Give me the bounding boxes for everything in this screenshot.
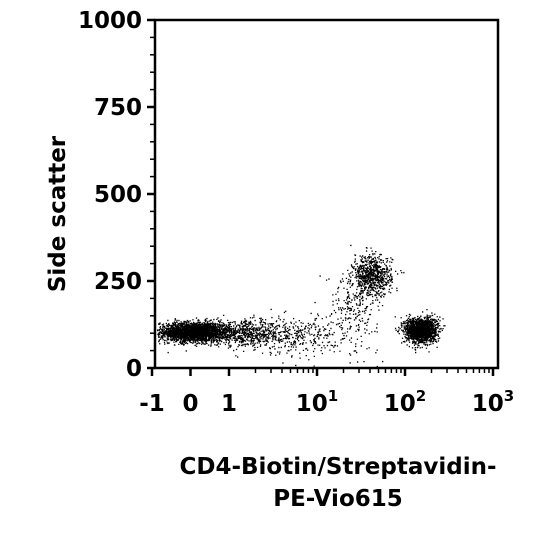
y-tick-label: 1000 (78, 8, 142, 34)
data-points (157, 244, 446, 368)
y-tick-label: 750 (94, 95, 142, 121)
x-axis-title-line1: CD4-Biotin/Streptavidin- (179, 454, 496, 480)
x-axis-title-line2: PE-Vio615 (273, 486, 403, 512)
x-tick-label: 103 (472, 387, 514, 417)
x-tick-label: 0 (182, 391, 198, 417)
y-tick-label: 0 (126, 356, 142, 382)
plot-frame (153, 18, 500, 370)
x-tick-label: 1 (221, 391, 237, 417)
y-tick-label: 500 (94, 182, 142, 208)
y-tick-label: 250 (94, 269, 142, 295)
x-tick-label: 102 (384, 387, 426, 417)
y-axis-ticks: 0 250 500 750 1000 (78, 8, 155, 382)
event-dots (157, 244, 446, 368)
y-axis-title: Side scatter (45, 135, 71, 292)
x-tick-label: 101 (296, 387, 338, 417)
x-axis-ticks: -1 0 1 101 102 103 (139, 368, 514, 417)
x-tick-label: -1 (139, 391, 165, 417)
